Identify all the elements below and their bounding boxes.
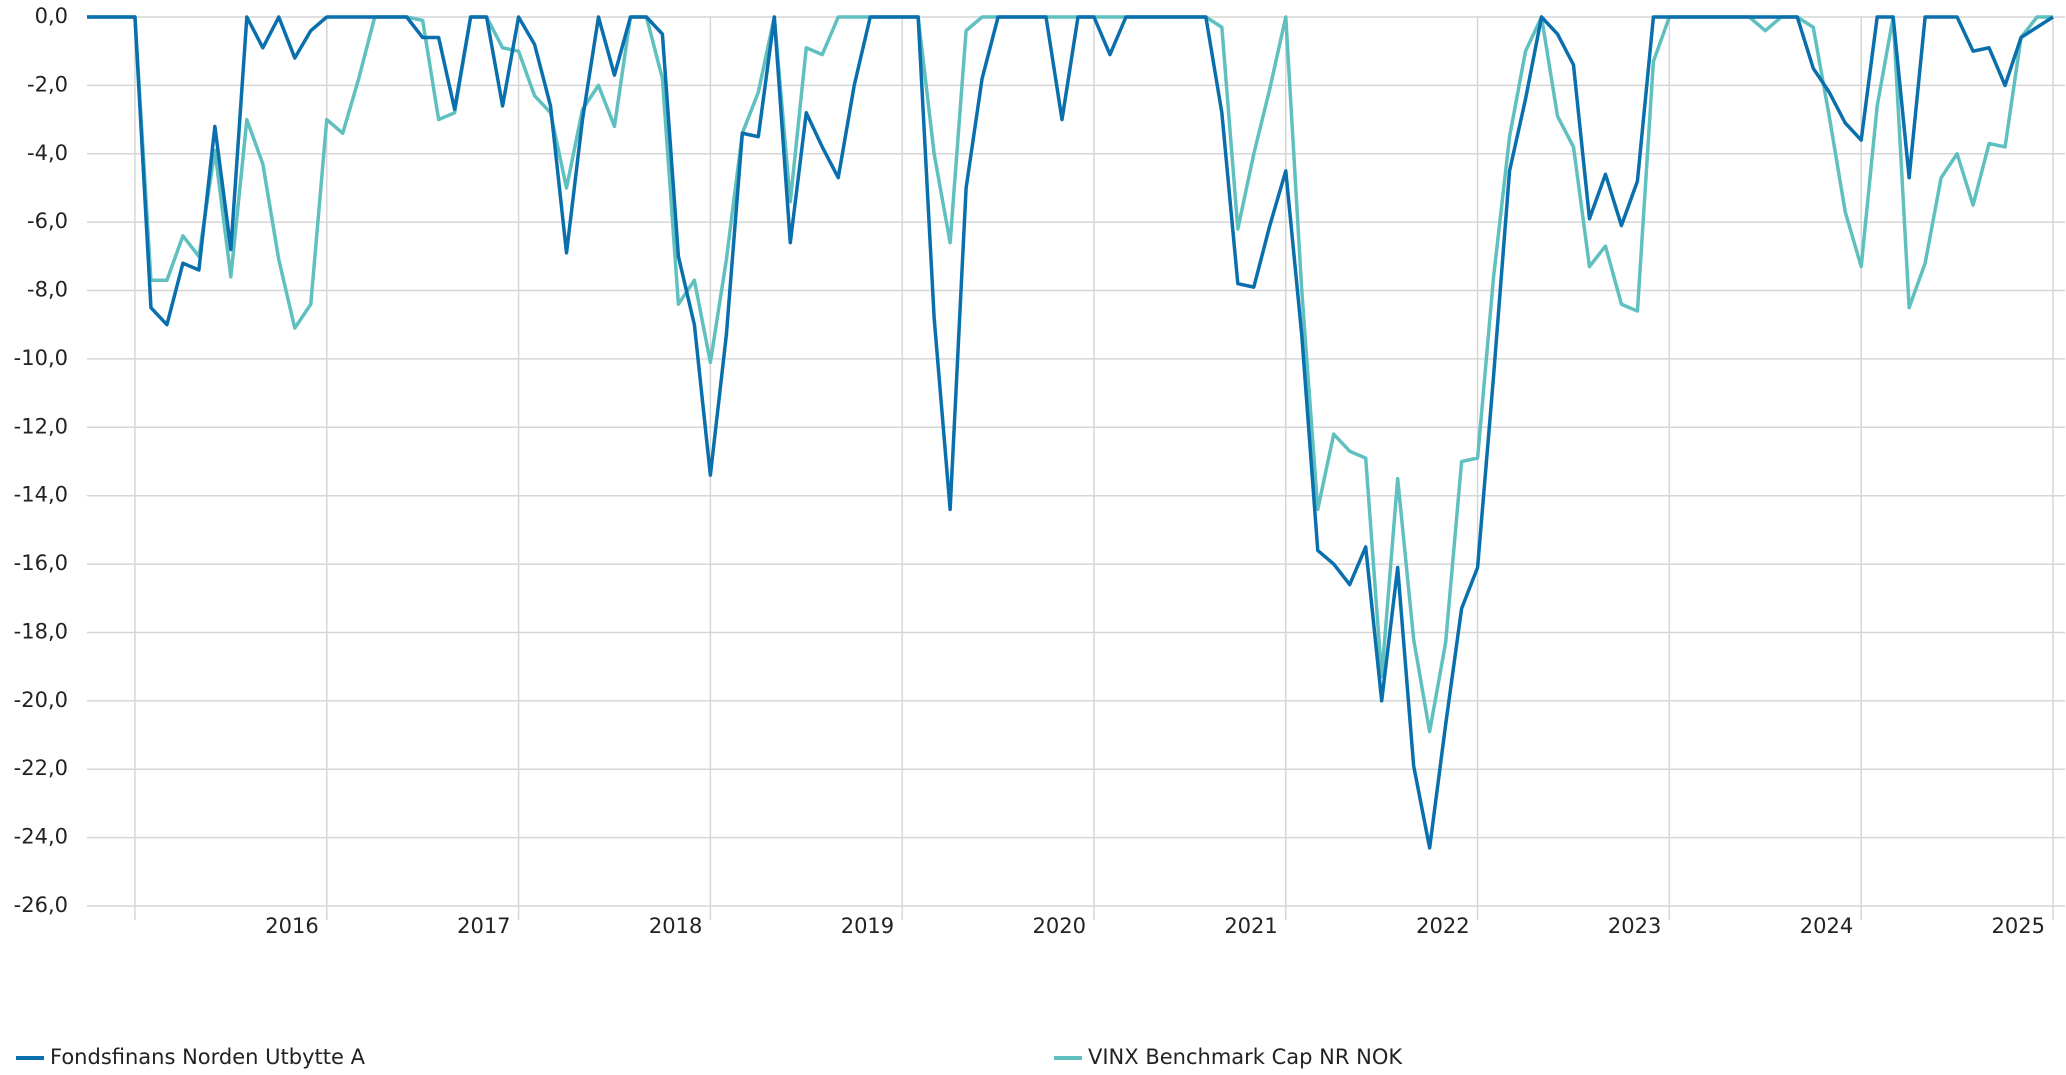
x-tick-label: 2021 [1224,914,1277,938]
y-tick-label: -24,0 [14,825,68,849]
x-tick-label: 2016 [265,914,318,938]
y-tick-label: -16,0 [14,551,68,575]
x-tick-label: 2025 [1992,914,2045,938]
x-tick-label: 2022 [1416,914,1469,938]
y-tick-label: -8,0 [27,278,68,302]
x-tick-label: 2019 [841,914,894,938]
y-tick-label: 0,0 [35,4,68,28]
y-tick-label: -26,0 [14,893,68,917]
legend-label: Fondsfinans Norden Utbytte A [50,1045,366,1069]
x-tick-label: 2023 [1608,914,1661,938]
y-tick-label: -12,0 [14,414,68,438]
x-tick-label: 2018 [649,914,702,938]
x-tick-label: 2017 [457,914,510,938]
x-tick-label: 2020 [1033,914,1086,938]
y-tick-label: -20,0 [14,688,68,712]
y-tick-label: -14,0 [14,483,68,507]
series-line [87,15,2053,734]
y-tick-label: -10,0 [14,346,68,370]
y-tick-label: -22,0 [14,756,68,780]
x-tick-label: 2024 [1800,914,1853,938]
series-line [87,15,2054,850]
y-tick-label: -18,0 [14,619,68,643]
y-tick-label: -6,0 [27,209,68,233]
y-tick-label: -2,0 [27,72,68,96]
legend-label: VINX Benchmark Cap NR NOK [1088,1045,1403,1069]
y-tick-label: -4,0 [27,141,68,165]
